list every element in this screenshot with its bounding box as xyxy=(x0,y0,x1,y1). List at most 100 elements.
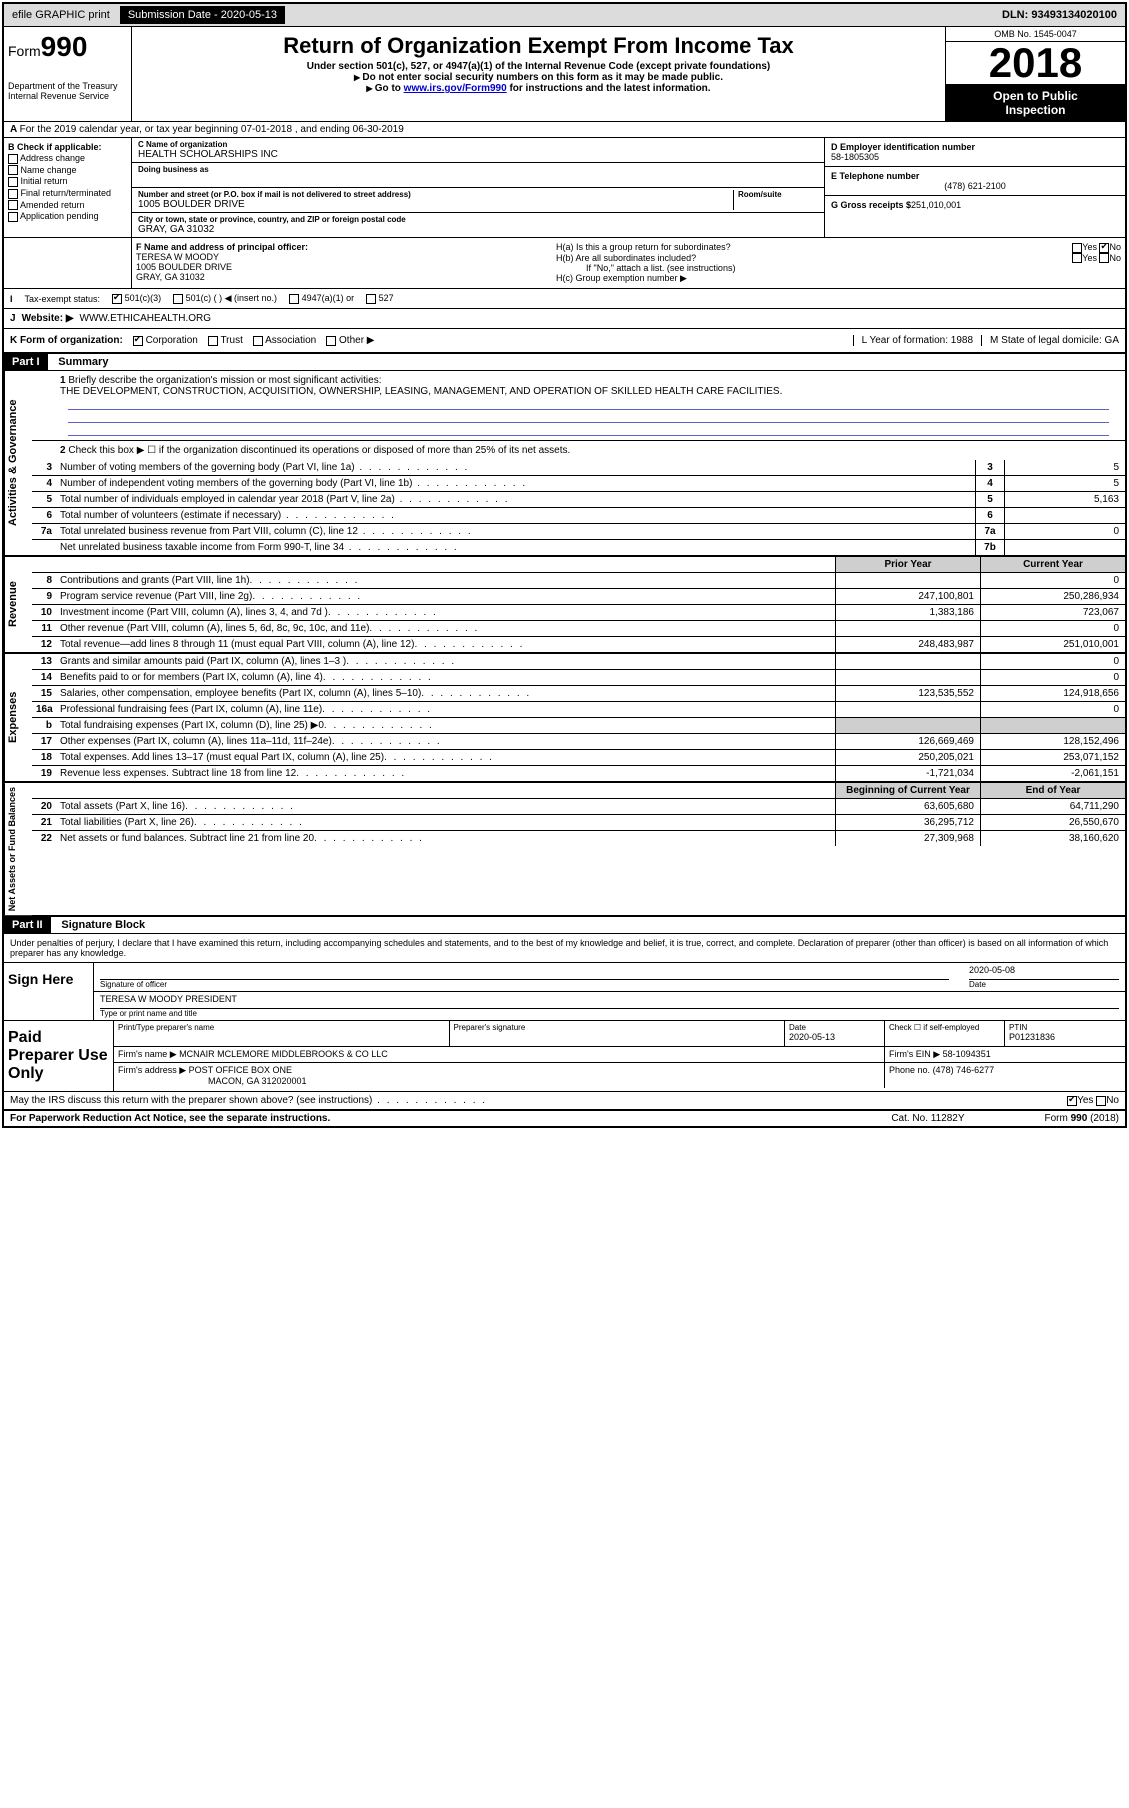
header-mid: Return of Organization Exempt From Incom… xyxy=(132,27,945,121)
line-1: 1 Briefly describe the organization's mi… xyxy=(32,371,1125,440)
room-label: Room/suite xyxy=(738,190,818,199)
officer-city: GRAY, GA 31032 xyxy=(136,272,548,282)
table-row: 16aProfessional fundraising fees (Part I… xyxy=(32,702,1125,718)
cat-no: Cat. No. 11282Y xyxy=(891,1113,964,1124)
part2-title: Signature Block xyxy=(53,919,145,931)
section-b: B Check if applicable: Address change Na… xyxy=(4,138,132,237)
line7a-val: 0 xyxy=(1005,524,1125,539)
j-label: Website: ▶ xyxy=(22,313,74,324)
current-year-header: Current Year xyxy=(980,557,1125,572)
row-a: A For the 2019 calendar year, or tax yea… xyxy=(4,122,1125,138)
firm-phone-label: Phone no. xyxy=(889,1065,930,1075)
table-row: 8Contributions and grants (Part VIII, li… xyxy=(32,573,1125,589)
dept-label: Department of the Treasury xyxy=(8,81,127,91)
table-row: 9Program service revenue (Part VIII, lin… xyxy=(32,589,1125,605)
name-label: Type or print name and title xyxy=(100,1009,1119,1018)
officer-printed-name: TERESA W MOODY PRESIDENT xyxy=(100,994,1119,1009)
prep-sig-label: Preparer's signature xyxy=(454,1023,781,1032)
lh-left-blank xyxy=(4,238,132,288)
discuss-row: May the IRS discuss this return with the… xyxy=(4,1092,1125,1111)
prep-name-label: Print/Type preparer's name xyxy=(118,1023,445,1032)
line4-val: 5 xyxy=(1005,476,1125,491)
sub3-post: for instructions and the latest informat… xyxy=(507,83,711,94)
d-label: D Employer identification number xyxy=(831,142,975,152)
subtitle-1: Under section 501(c), 527, or 4947(a)(1)… xyxy=(136,61,941,72)
section-d-e-g: D Employer identification number 58-1805… xyxy=(825,138,1125,237)
form990-link[interactable]: www.irs.gov/Form990 xyxy=(404,83,507,94)
section-c: C Name of organization HEALTH SCHOLARSHI… xyxy=(132,138,825,237)
header-right: OMB No. 1545-0047 2018 Open to Public In… xyxy=(945,27,1125,121)
website-url: WWW.ETHICAHEALTH.ORG xyxy=(74,313,211,324)
firm-addr2: MACON, GA 312020001 xyxy=(118,1076,880,1086)
table-row: 20Total assets (Part X, line 16)63,605,6… xyxy=(32,799,1125,815)
dln-label: DLN: 93493134020100 xyxy=(994,6,1125,24)
org-city: GRAY, GA 31032 xyxy=(138,224,818,235)
table-row: 11Other revenue (Part VIII, column (A), … xyxy=(32,621,1125,637)
city-label: City or town, state or province, country… xyxy=(138,215,818,224)
hc-label: H(c) Group exemption number ▶ xyxy=(556,273,1121,284)
mission-text: THE DEVELOPMENT, CONSTRUCTION, ACQUISITI… xyxy=(60,386,782,397)
end-year-header: End of Year xyxy=(980,783,1125,798)
footer: For Paperwork Reduction Act Notice, see … xyxy=(4,1111,1125,1126)
footer-left: For Paperwork Reduction Act Notice, see … xyxy=(10,1113,330,1124)
g-label: G Gross receipts $ xyxy=(831,200,911,210)
officer-name: TERESA W MOODY xyxy=(136,252,548,262)
firm-ein: 58-1094351 xyxy=(943,1049,991,1059)
line6-val xyxy=(1005,514,1125,518)
self-employed-label: Check ☐ if self-employed xyxy=(889,1023,1000,1032)
b-label: B Check if applicable: xyxy=(8,142,102,152)
exp-tab: Expenses xyxy=(4,654,32,781)
sig-intro: Under penalties of perjury, I declare th… xyxy=(4,934,1125,963)
firm-addr1: POST OFFICE BOX ONE xyxy=(189,1065,292,1075)
c-name-label: C Name of organization xyxy=(138,140,818,149)
inspection-label: Open to Public Inspection xyxy=(946,85,1125,121)
ptin-value: P01231836 xyxy=(1009,1032,1121,1042)
ein-value: 58-1805305 xyxy=(831,152,1119,162)
table-row: 21Total liabilities (Part X, line 26)36,… xyxy=(32,815,1125,831)
part1-title: Summary xyxy=(50,356,108,368)
firm-name-label: Firm's name ▶ xyxy=(118,1049,177,1059)
e-label: E Telephone number xyxy=(831,171,919,181)
tax-year: 2018 xyxy=(946,42,1125,85)
irs-label: Internal Revenue Service xyxy=(8,91,127,101)
f-label: F Name and address of principal officer: xyxy=(136,242,308,252)
prior-year-header: Prior Year xyxy=(835,557,980,572)
section-i: I Tax-exempt status: 501(c)(3) 501(c) ( … xyxy=(4,289,1125,309)
table-row: 10Investment income (Part VIII, column (… xyxy=(32,605,1125,621)
sign-here-label: Sign Here xyxy=(4,963,94,1020)
table-row: 19Revenue less expenses. Subtract line 1… xyxy=(32,766,1125,781)
prep-date: 2020-05-13 xyxy=(789,1032,880,1042)
line5-val: 5,163 xyxy=(1005,492,1125,507)
firm-addr-label: Firm's address ▶ xyxy=(118,1065,186,1075)
subtitle-3: Go to www.irs.gov/Form990 for instructio… xyxy=(136,83,941,94)
prep-label: Paid Preparer Use Only xyxy=(4,1021,114,1091)
header-left: Form990 Department of the Treasury Inter… xyxy=(4,27,132,121)
sign-date: 2020-05-08 xyxy=(969,965,1119,980)
hb-note: If "No," attach a list. (see instruction… xyxy=(556,263,1121,273)
sig-label: Signature of officer xyxy=(100,980,949,989)
part2-label: Part II xyxy=(4,917,51,933)
i-label: Tax-exempt status: xyxy=(25,294,101,304)
form-number: 990 xyxy=(41,31,88,62)
sign-date-label: Date xyxy=(969,980,1119,989)
form-title: Return of Organization Exempt From Incom… xyxy=(136,33,941,59)
begin-year-header: Beginning of Current Year xyxy=(835,783,980,798)
submission-date-button[interactable]: Submission Date - 2020-05-13 xyxy=(120,6,285,24)
line-2: 2 Check this box ▶ ☐ if the organization… xyxy=(32,440,1125,460)
line3-val: 5 xyxy=(1005,460,1125,475)
org-address: 1005 BOULDER DRIVE xyxy=(138,199,733,210)
footer-right: Form 990 (2018) xyxy=(1045,1113,1119,1124)
top-bar: efile GRAPHIC print Submission Date - 20… xyxy=(4,4,1125,27)
k-label: K Form of organization: xyxy=(10,335,123,346)
subtitle-2: Do not enter social security numbers on … xyxy=(136,72,941,83)
l-year: L Year of formation: 1988 xyxy=(853,335,973,346)
hb-label: H(b) Are all subordinates included? xyxy=(556,253,696,264)
section-h: H(a) Is this a group return for subordin… xyxy=(552,238,1125,288)
gov-tab: Activities & Governance xyxy=(4,371,32,555)
table-row: 15Salaries, other compensation, employee… xyxy=(32,686,1125,702)
ha-label: H(a) Is this a group return for subordin… xyxy=(556,242,731,253)
firm-ein-label: Firm's EIN ▶ xyxy=(889,1049,940,1059)
net-tab: Net Assets or Fund Balances xyxy=(4,783,32,915)
org-name: HEALTH SCHOLARSHIPS INC xyxy=(138,149,818,160)
table-row: 12Total revenue—add lines 8 through 11 (… xyxy=(32,637,1125,652)
